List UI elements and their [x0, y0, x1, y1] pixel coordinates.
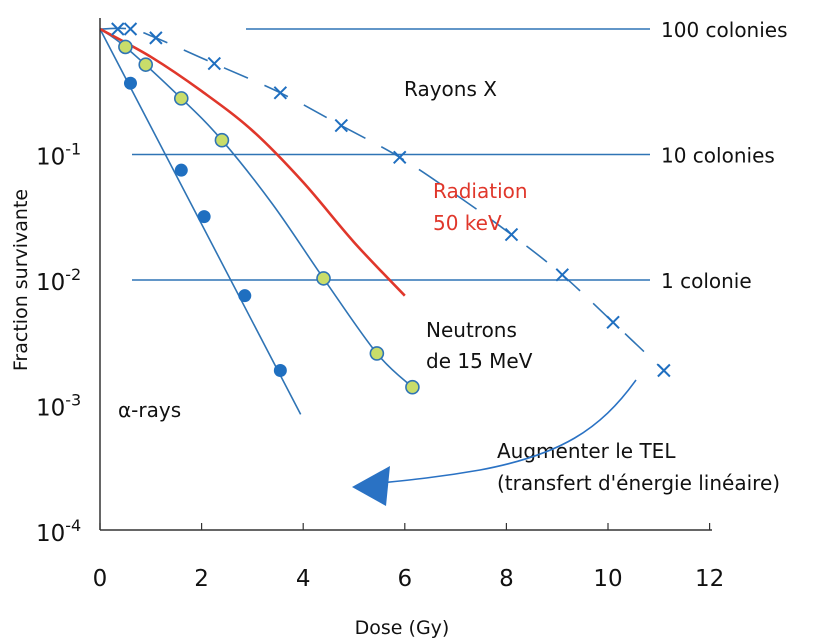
y-tick-labels: 10-1 10-2 10-3 10-4: [36, 140, 81, 548]
x-tick-label: 8: [499, 566, 514, 592]
y-tick-label: 10-3: [36, 391, 81, 422]
xray-data-point: [123, 22, 138, 36]
alpha-data-point: [123, 76, 137, 90]
neutron-data-point: [405, 379, 420, 395]
xray-data-point: [207, 56, 222, 71]
reference-line-label: 10 colonies: [661, 144, 775, 168]
data-markers: [111, 22, 671, 395]
neutron-data-point: [138, 57, 154, 72]
xray-data-point: [606, 315, 620, 330]
radiation-label-line2: 50 keV: [433, 211, 502, 235]
neutron-fit-curve: [99, 28, 413, 388]
xray-data-point: [111, 22, 125, 36]
xray-data-point: [393, 150, 407, 165]
x-tick-label: 2: [194, 566, 209, 592]
xray-data-point: [657, 363, 671, 378]
alpha-label: α-rays: [118, 398, 181, 422]
x-tick-label: 6: [397, 566, 412, 592]
x-tick-label: 12: [695, 566, 724, 592]
y-tick-label: 10-4: [36, 516, 81, 547]
xray-data-point: [504, 227, 519, 242]
neutron-data-point: [118, 39, 133, 55]
x-tick-label: 4: [296, 566, 311, 592]
radiation-label-line1: Radiation: [433, 179, 528, 203]
xray-data-point: [334, 118, 349, 133]
neutron-label-line2: de 15 MeV: [426, 349, 533, 373]
y-tick-label: 10-1: [36, 140, 81, 171]
tel-arrow-line: [379, 379, 637, 484]
neutron-data-point: [316, 271, 331, 286]
y-tick-label: 10-2: [36, 265, 81, 296]
reference-line-label: 100 colonies: [661, 18, 788, 42]
xray-label: Rayons X: [404, 77, 497, 101]
alpha-data-point: [197, 210, 211, 224]
neutron-data-point: [369, 346, 385, 361]
xray-data-point: [273, 86, 288, 100]
neutron-data-point: [214, 132, 230, 148]
reference-line-label: 1 colonie: [661, 269, 752, 293]
alpha-data-point: [174, 163, 188, 177]
y-axis-label: Fraction survivante: [10, 189, 32, 371]
xray-data-point: [149, 31, 163, 45]
x-tick-label: 0: [93, 566, 108, 592]
x-axis-label: Dose (Gy): [355, 617, 450, 639]
x-tick-label: 10: [593, 566, 622, 592]
radiation-50kev-curve: [99, 27, 406, 297]
neutron-label-line1: Neutrons: [426, 318, 517, 342]
neutron-data-point: [173, 91, 189, 106]
tel-label-line2: (transfert d'énergie linéaire): [497, 471, 780, 495]
xray-data-point: [555, 268, 569, 282]
reference-lines: 100 colonies 10 colonies 1 colonie: [132, 18, 788, 293]
alpha-data-point: [238, 289, 252, 303]
tel-arrow-head: [352, 466, 390, 506]
alpha-data-point: [273, 364, 287, 378]
x-tick-labels: 0 2 4 6 8 10 12: [93, 523, 724, 592]
